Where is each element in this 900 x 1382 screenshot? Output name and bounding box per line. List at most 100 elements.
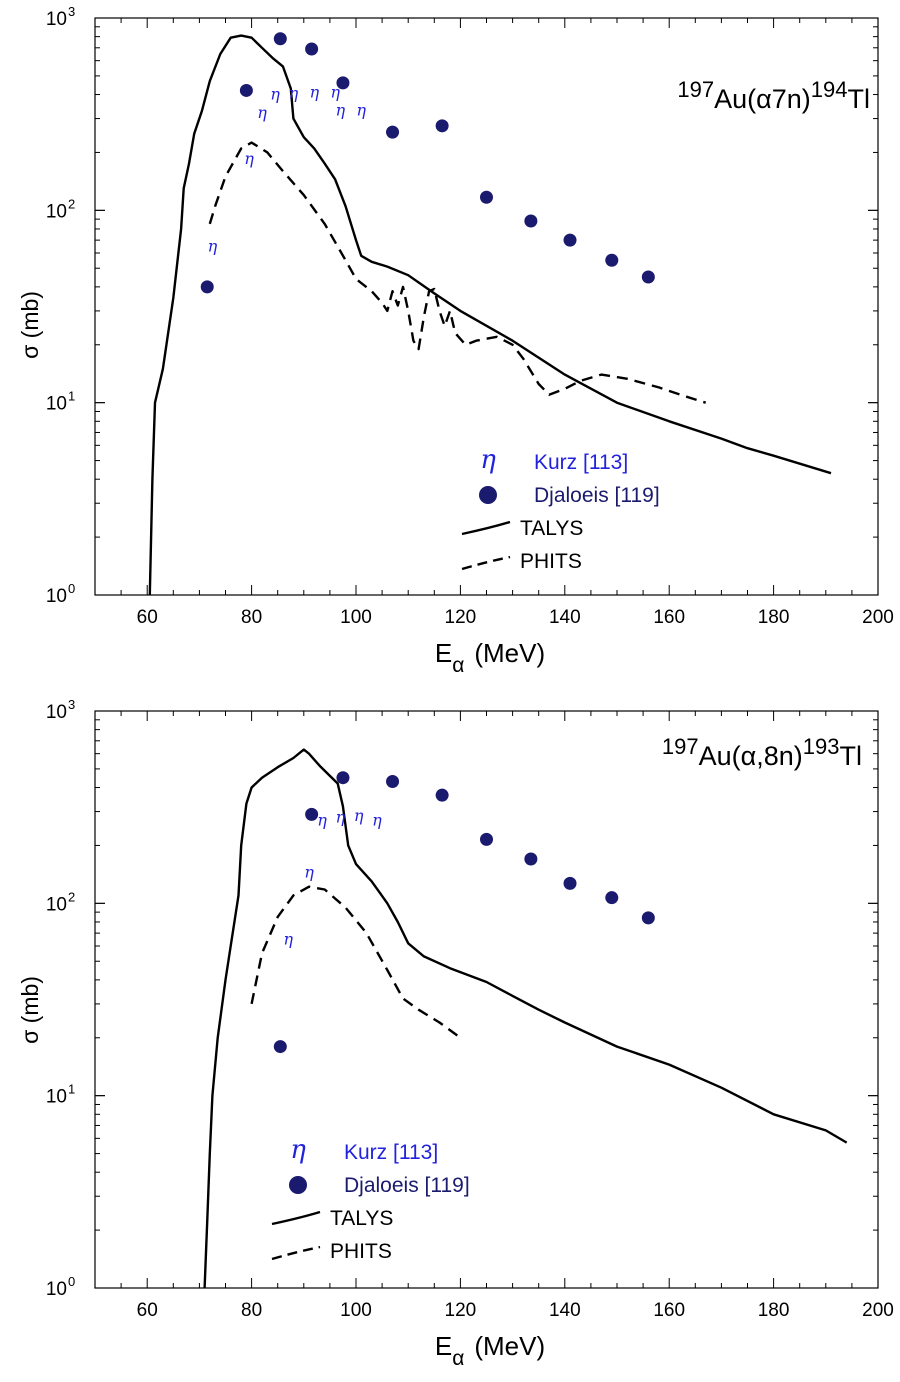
djaloeis-data-point [273,32,287,46]
x-tick-label: 120 [445,607,477,628]
djaloeis-data-point [305,807,319,821]
legend-entry: η Kurz [113] [480,445,628,475]
kurz-data-point: η [309,82,319,101]
data-points: ηηη η η η [273,771,655,1054]
legend-entry: PHITS [271,1240,392,1263]
x-tick-label: 80 [241,607,262,628]
x-tick-label: 180 [758,1300,790,1321]
x-tick-label: 120 [445,1300,477,1321]
djaloeis-data-point [605,891,619,905]
y-tick-exponent: 1 [68,1082,75,1097]
x-tick-label: 100 [340,1300,372,1321]
djaloeis-data-point [563,233,577,247]
djaloeis-data-point [563,876,577,890]
kurz-data-point: η [270,85,280,104]
x-tick-label: 180 [758,607,790,628]
x-tick-label: 160 [653,607,685,628]
legend-label: Kurz [113] [534,451,628,474]
data-curves [203,748,848,1289]
x-tick-label: 80 [241,1300,262,1321]
legend-label: Djaloeis [119] [344,1174,470,1197]
djaloeis-data-point [273,1040,287,1054]
series-line-phits [250,885,462,1039]
y-tick-label: 10 [46,702,67,723]
y-tick-label: 10 [46,201,67,222]
kurz-data-point: η [257,103,267,122]
x-tick-labels: 60 80 100 120 140 160 180 200 [137,607,894,628]
x-tick-label: 160 [653,1300,685,1321]
legend-marker-kurz: η [480,445,496,475]
y-tick-label: 10 [46,394,67,415]
legend-entry: Djaloeis [119] [289,1174,470,1197]
legend-marker-kurz: η [290,1135,306,1165]
djaloeis-data-point [524,214,538,228]
legend-entry: TALYS [271,1207,393,1230]
kurz-data-point: η [336,101,346,120]
y-tick-exponent: 3 [68,697,75,712]
axis-ticks [94,710,879,1289]
djaloeis-data-point [386,774,400,788]
y-tick-exponent: 1 [68,389,75,404]
chart-title: 197Au(α,8n)193Tl [662,734,862,771]
djaloeis-data-point [386,125,400,139]
djaloeis-data-point [480,190,493,204]
djaloeis-data-point [605,253,619,267]
legend-label: PHITS [330,1240,392,1263]
kurz-data-point: η [304,862,314,881]
legend: η Kurz [113] Djaloeis [119] TALYS PHITS [271,1135,470,1263]
y-axis-label: σ (mb) [17,291,43,359]
x-tick-label: 60 [137,1300,158,1321]
djaloeis-data-point [524,852,538,866]
y-tick-label: 10 [46,586,67,607]
axis-ticks [94,17,879,596]
djaloeis-data-point [641,270,655,284]
legend: η Kurz [113] Djaloeis [119] TALYS PHITS [461,445,660,573]
series-line-talys [203,748,848,1289]
x-tick-label: 60 [137,607,158,628]
kurz-data-point: η [336,807,346,826]
legend-line-talys [461,520,511,536]
y-tick-label: 10 [46,1279,67,1300]
kurz-data-point: η [356,101,366,120]
y-axis-label: σ (mb) [17,976,43,1044]
x-tick-label: 140 [549,607,581,628]
kurz-data-point: η [372,810,382,829]
kurz-data-point: η [244,149,254,168]
x-tick-label: 200 [862,607,894,628]
legend-line-phits [461,555,511,571]
x-axis-label: Eα (MeV) [435,638,545,677]
djaloeis-data-point [305,42,319,56]
legend-entry: η Kurz [113] [290,1135,438,1165]
plot-frame [94,710,879,1289]
legend-label: Djaloeis [119] [534,484,660,507]
legend-entry: TALYS [461,517,583,540]
kurz-data-point: η [354,806,364,825]
djaloeis-data-point [200,280,214,294]
djaloeis-data-point [435,788,449,802]
data-curves [148,34,832,596]
kurz-data-point: η [317,810,327,829]
y-tick-exponent: 0 [68,1274,75,1289]
djaloeis-data-point [336,771,350,785]
legend-label: Kurz [113] [344,1141,438,1164]
kurz-data-point: η [330,82,340,101]
x-tick-label: 140 [549,1300,581,1321]
y-tick-exponent: 2 [68,889,75,904]
y-tick-label: 10 [46,9,67,30]
legend-entry: Djaloeis [119] [479,484,660,507]
y-tick-exponent: 2 [68,196,75,211]
legend-label: PHITS [520,550,582,573]
x-tick-label: 100 [340,607,372,628]
djaloeis-data-point [239,83,253,97]
y-tick-label: 10 [46,1087,67,1108]
legend-marker-djaloeis [289,1176,307,1194]
kurz-data-point: η [208,236,218,255]
y-tick-label: 10 [46,894,67,915]
kurz-data-point: η [283,929,293,948]
legend-label: TALYS [330,1207,393,1230]
